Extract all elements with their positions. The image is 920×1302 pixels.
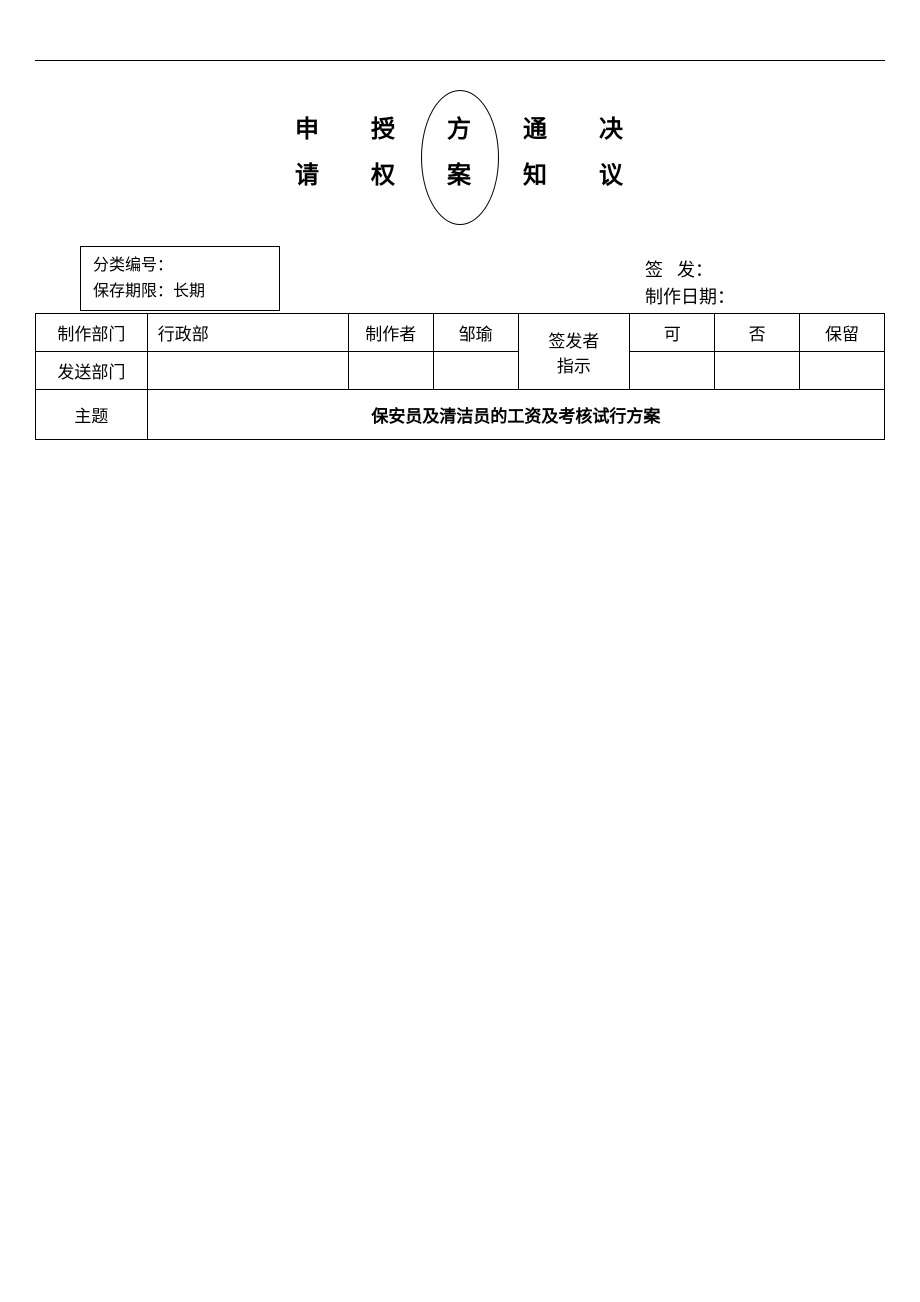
classification-code-label: 分类编号： [93,257,173,274]
document-page: 申 请 授 权 方 案 通 知 决 议 分类编号： 保存期限：长期 [0,0,920,440]
sign-line: 签发： [645,257,735,284]
approve-hold: 保留 [800,314,885,352]
type-notice-bottom: 知 [523,154,549,200]
signature-block: 签发： 制作日期： [645,257,735,311]
table-row-2: 发送部门 [36,352,885,390]
send-dept-label: 发送部门 [36,352,148,390]
retention-line: 保存期限：长期 [93,279,267,305]
sign-label-2: 发： [677,260,713,280]
sign-label-1: 签 [645,260,677,280]
type-plan-top: 方 [447,108,473,154]
retention-label: 保存期限： [93,283,173,300]
maker-value: 邹瑜 [433,314,518,352]
header-table: 制作部门 行政部 制作者 邹瑜 签发者 指示 可 否 保留 发送部门 主题 保安… [35,313,885,440]
type-resolution: 决 议 [599,108,625,199]
type-application-bottom: 请 [295,154,321,200]
signer-instruction-label: 签发者 指示 [518,314,630,390]
type-plan-selected: 方 案 [447,108,473,199]
approve-yes: 可 [630,314,715,352]
send-dept-value [147,352,348,390]
type-resolution-bottom: 议 [599,154,625,200]
row2-c8 [800,352,885,390]
type-resolution-top: 决 [599,108,625,154]
row2-c4 [433,352,518,390]
classification-box: 分类编号： 保存期限：长期 [80,246,280,311]
row2-c6 [630,352,715,390]
type-authorization: 授 权 [371,108,397,199]
maker-dept-value: 行政部 [147,314,348,352]
type-notice: 通 知 [523,108,549,199]
approve-no: 否 [715,314,800,352]
row2-c7 [715,352,800,390]
meta-row: 分类编号： 保存期限：长期 签发： 制作日期： [35,246,885,311]
row2-c3 [348,352,433,390]
date-line: 制作日期： [645,284,735,311]
signer-label-top: 签发者 [548,332,599,351]
type-application-top: 申 [295,108,321,154]
subject-value: 保安员及清洁员的工资及考核试行方案 [147,390,884,440]
retention-value: 长期 [173,283,205,300]
signer-label-bottom: 指示 [557,357,591,376]
doc-type-selector: 申 请 授 权 方 案 通 知 决 议 [35,86,885,221]
table-row-1: 制作部门 行政部 制作者 邹瑜 签发者 指示 可 否 保留 [36,314,885,352]
type-authorization-bottom: 权 [371,154,397,200]
subject-label: 主题 [36,390,148,440]
type-application: 申 请 [295,108,321,199]
top-rule [35,60,885,61]
table-row-subject: 主题 保安员及清洁员的工资及考核试行方案 [36,390,885,440]
type-plan-bottom: 案 [447,154,473,200]
date-label: 制作日期： [645,287,735,307]
type-notice-top: 通 [523,108,549,154]
type-authorization-top: 授 [371,108,397,154]
classification-code-line: 分类编号： [93,253,267,279]
maker-dept-label: 制作部门 [36,314,148,352]
maker-label: 制作者 [348,314,433,352]
